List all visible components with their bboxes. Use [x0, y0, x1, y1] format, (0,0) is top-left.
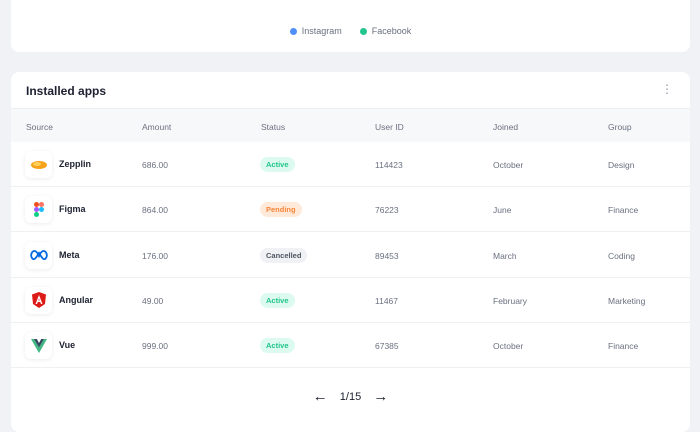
- kebab-icon[interactable]: ⋮: [661, 82, 673, 96]
- status-badge: Active: [260, 157, 295, 172]
- column-user-id: User ID: [375, 122, 404, 132]
- table-row[interactable]: Meta 176.00 Cancelled 89453 March Coding: [11, 233, 690, 278]
- installed-apps-card: Installed apps ⋮ Source Amount Status Us…: [11, 72, 690, 432]
- card-title: Installed apps: [26, 84, 107, 98]
- joined: June: [493, 205, 512, 216]
- meta-logo-icon: [25, 241, 52, 269]
- group: Marketing: [608, 295, 646, 306]
- next-page-arrow-icon[interactable]: →: [373, 388, 389, 405]
- table-row[interactable]: Figma 864.00 Pending 76223 June Finance: [11, 187, 690, 233]
- source-name: Meta: [59, 249, 80, 260]
- page-indicator: 1/15: [339, 390, 362, 403]
- zepplin-logo-icon: [25, 151, 52, 178]
- facebook-dot-icon: [359, 28, 367, 35]
- joined: October: [493, 160, 524, 170]
- user-id: 89453: [375, 250, 399, 261]
- x-tick-label: Wed: [363, 0, 379, 2]
- column-source: Source: [26, 122, 53, 132]
- status-badge: Pending: [260, 202, 302, 218]
- source-name: Vue: [59, 340, 76, 351]
- table-row[interactable]: Angular 49.00 Active 11467 February Mark…: [11, 278, 690, 323]
- table-header: Source Amount Status User ID Joined Grou…: [11, 108, 690, 142]
- group: Design: [608, 160, 635, 170]
- amount: 864.00: [142, 205, 168, 216]
- table-row[interactable]: Zepplin 686.00 Active 114423 October Des…: [11, 142, 690, 187]
- status-badge: Active: [260, 292, 295, 308]
- user-id: 76223: [375, 205, 399, 216]
- chart-legend: Instagram Facebook: [11, 26, 690, 36]
- x-tick-label: Sun: [56, 0, 70, 2]
- group: Coding: [608, 250, 635, 261]
- user-id: 67385: [375, 341, 399, 352]
- source-name: Zepplin: [59, 159, 91, 169]
- amount: 49.00: [142, 295, 164, 306]
- group: Finance: [608, 341, 639, 352]
- x-tick-label: Fri: [568, 0, 577, 2]
- amount: 176.00: [142, 250, 168, 261]
- prev-page-arrow-icon[interactable]: ←: [312, 388, 328, 405]
- group: Finance: [608, 205, 639, 216]
- status-badge: Cancelled: [260, 247, 308, 263]
- legend-label: Instagram: [301, 26, 342, 36]
- column-joined: Joined: [493, 122, 519, 132]
- column-group: Group: [608, 122, 632, 132]
- joined: February: [493, 295, 528, 306]
- user-id: 11467: [375, 295, 399, 306]
- user-id: 114423: [375, 160, 403, 170]
- amount: 686.00: [142, 160, 168, 170]
- source-name: Figma: [59, 204, 86, 215]
- chart-card: Sun Mon Tue Wed Thu Fri Sat Instagram Facebook: [11, 0, 690, 52]
- legend-facebook[interactable]: Facebook: [359, 26, 412, 36]
- legend-label: Facebook: [371, 26, 412, 36]
- x-tick-label: Mon: [159, 0, 175, 2]
- x-tick-label: Thu: [467, 0, 481, 2]
- column-amount: Amount: [142, 122, 172, 132]
- table-row[interactable]: Vue 999.00 Active 67385 October Finance: [11, 323, 690, 369]
- status-badge: Active: [260, 338, 295, 354]
- x-tick-label: Tue: [261, 0, 275, 2]
- amount: 999.00: [142, 341, 168, 352]
- source-name: Angular: [59, 294, 94, 305]
- angular-logo-icon: [25, 286, 52, 314]
- vue-logo-icon: [25, 332, 52, 360]
- joined: October: [493, 341, 524, 352]
- joined: March: [493, 250, 517, 261]
- figma-logo-icon: [25, 196, 52, 224]
- x-tick-label: Sat: [667, 0, 679, 2]
- legend-instagram[interactable]: Instagram: [289, 26, 342, 36]
- column-status: Status: [261, 122, 286, 132]
- pagination: ← 1/15 →: [11, 388, 690, 405]
- instagram-dot-icon: [289, 28, 297, 35]
